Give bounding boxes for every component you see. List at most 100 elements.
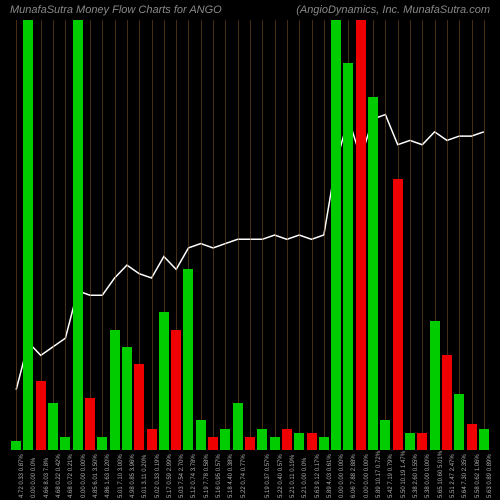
volume-bar	[270, 437, 280, 450]
volume-bar	[36, 381, 46, 450]
bar-label: 5.03 7.54 2.70%	[179, 454, 186, 498]
volume-bar	[319, 437, 329, 450]
volume-bar	[196, 420, 206, 450]
grid-line	[312, 20, 313, 450]
bar-label: 5.50 10.19 1.47%	[401, 451, 408, 498]
bar-label: 4.72 0.33 0.87%	[19, 454, 26, 498]
grid-line	[262, 20, 263, 450]
volume-bar	[368, 97, 378, 450]
bar-label: 4.66 8.03 7.8%	[44, 458, 51, 498]
grid-line	[16, 20, 17, 450]
volume-bar	[417, 433, 427, 450]
bar-label: 5.89 4.03 0.61%	[327, 454, 334, 498]
bar-label: 5.02 0.33 0.19%	[155, 454, 162, 498]
bar-label: 5.65 10.60 5.01%	[438, 451, 445, 498]
grid-line	[238, 20, 239, 450]
bar-label: 4.86 1.63 0.20%	[105, 454, 112, 498]
bar-label: 4.85 6.01 3.50%	[93, 454, 100, 498]
volume-bar	[430, 321, 440, 450]
grid-line	[152, 20, 153, 450]
volume-bar	[294, 433, 304, 450]
volume-bar	[110, 330, 120, 450]
grid-line	[324, 20, 325, 450]
grid-line	[422, 20, 423, 450]
grid-line	[287, 20, 288, 450]
volume-bar	[405, 433, 415, 450]
title-left: MunafaSutra Money Flow Charts for ANGO	[0, 4, 232, 16]
volume-bar	[393, 179, 403, 450]
grid-line	[385, 20, 386, 450]
volume-bar	[97, 437, 107, 450]
volume-bar	[134, 364, 144, 450]
volume-bar	[171, 330, 181, 450]
grid-line	[225, 20, 226, 450]
bar-label: 0.00 0.00 0.00%	[339, 454, 346, 498]
bar-label: 5.63 9.12 0.17%	[315, 454, 322, 498]
bar-label: 5.22 0.74 0.77%	[241, 454, 248, 498]
bar-label: 0.00 0.00 0.00%	[81, 454, 88, 498]
volume-bar	[282, 429, 292, 451]
bar-label: 5.16 0.95 0.57%	[216, 454, 223, 498]
volume-bar	[159, 312, 169, 450]
volume-bar	[48, 403, 58, 450]
grid-line	[299, 20, 300, 450]
bar-label: 0.00 0.00 0.00%	[364, 454, 371, 498]
grid-line	[484, 20, 485, 450]
volume-bar	[442, 355, 452, 450]
bar-label: 5.38 0.00 0.00%	[425, 454, 432, 498]
bar-label: 6.06 7.88 2.88%	[351, 454, 358, 498]
grid-line	[250, 20, 251, 450]
volume-bar	[331, 20, 341, 450]
grid-line	[90, 20, 91, 450]
labels-area: 4.72 0.33 0.87% 0.00 0.00 0.0% 4.66 8.03 7…	[10, 450, 490, 500]
bar-label: 5.01 3.11 0.20%	[142, 455, 149, 498]
volume-bar	[60, 437, 70, 450]
bar-label: 5.38 2.60 0.55%	[413, 454, 420, 498]
volume-bar	[23, 20, 33, 450]
bar-label: 0.00 0.00 0.0%	[31, 458, 38, 498]
grid-line	[53, 20, 54, 450]
volume-bar	[356, 20, 366, 450]
volume-bar	[208, 437, 218, 450]
bar-label: 5.51 2.47 2.47%	[450, 454, 457, 498]
bar-label: 5.12 0.74 3.78%	[191, 454, 198, 498]
bar-label: 5.63 0.89 0.89%	[487, 454, 494, 498]
bar-label: 5.18 4.40 0.38%	[228, 454, 235, 498]
grid-line	[275, 20, 276, 450]
grid-line	[472, 20, 473, 450]
grid-line	[459, 20, 460, 450]
volume-bar	[220, 429, 230, 451]
bar-label: 4.68 0.72 0.21%	[68, 454, 75, 498]
grid-line	[213, 20, 214, 450]
volume-bar	[147, 429, 157, 451]
volume-bar	[467, 424, 477, 450]
grid-line	[201, 20, 202, 450]
volume-bar	[307, 433, 317, 450]
bar-label: 5.17 0.59 2.99%	[167, 454, 174, 498]
bar-label: 4.68 0.22 0.42%	[56, 454, 63, 498]
volume-bar	[479, 429, 489, 451]
volume-bar	[245, 437, 255, 450]
volume-bar	[122, 347, 132, 450]
title-bar: MunafaSutra Money Flow Charts for ANGO (…	[0, 4, 500, 16]
bar-label: 5.19 0.37 0.57%	[265, 454, 272, 498]
volume-bar	[454, 394, 464, 450]
bar-label: 5.19 7.78 0.58%	[204, 454, 211, 498]
volume-bar	[11, 441, 21, 450]
bar-label: 4.98 0.85 3.96%	[130, 454, 137, 498]
chart-area	[10, 0, 490, 450]
volume-bar	[73, 20, 83, 450]
grid-line	[102, 20, 103, 450]
volume-bar	[85, 398, 95, 450]
grid-line	[65, 20, 66, 450]
volume-bar	[183, 269, 193, 450]
volume-bar	[380, 420, 390, 450]
grid-line	[410, 20, 411, 450]
bar-label: 5.22 0.40 0.57%	[278, 454, 285, 498]
volume-bar	[343, 63, 353, 450]
bar-label: 5.42 7.19 0.79%	[388, 454, 395, 498]
volume-bar	[257, 429, 267, 451]
bar-label: 5.21 0.11 0.19%	[290, 455, 297, 498]
volume-bar	[233, 403, 243, 450]
title-right: (AngioDynamics, Inc. MunafaSutra.com	[286, 4, 500, 16]
